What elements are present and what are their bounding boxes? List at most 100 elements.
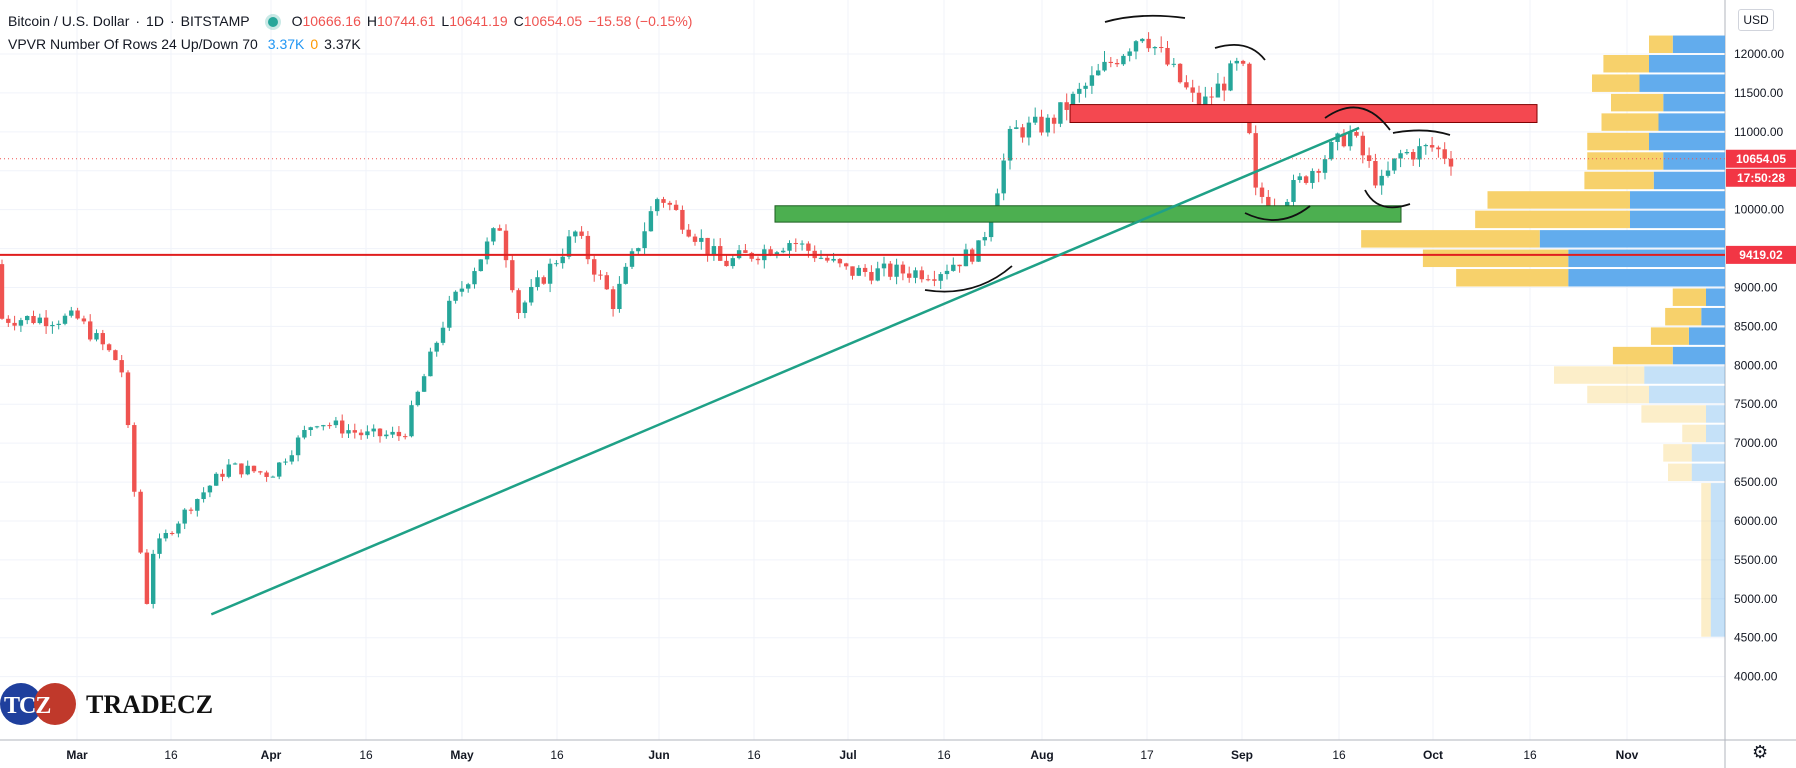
candle-down xyxy=(825,257,830,261)
close-label: C xyxy=(513,13,524,29)
candle-up xyxy=(484,241,490,260)
candle-up xyxy=(1171,63,1176,65)
candle-down xyxy=(358,432,364,436)
time-axis-label: 16 xyxy=(550,748,564,762)
candle-up xyxy=(976,240,981,262)
indicator-value-down: 0 xyxy=(310,36,319,52)
candle-up xyxy=(781,250,786,253)
candle-up xyxy=(699,237,704,242)
exchange-label: BITSTAMP xyxy=(180,13,250,29)
candle-up xyxy=(302,430,307,438)
candle-down xyxy=(1259,187,1265,197)
candle-up xyxy=(1404,152,1410,154)
candle-up xyxy=(232,463,238,465)
vp-bar-down xyxy=(1603,55,1649,73)
candle-up xyxy=(428,351,433,377)
indicator-value-total: 3.37K xyxy=(324,36,361,52)
gear-icon[interactable]: ⚙ xyxy=(1752,742,1769,762)
vp-bar-up xyxy=(1649,385,1725,404)
logo-mark: TCZ xyxy=(0,680,80,730)
vp-bar-down xyxy=(1663,444,1692,462)
candle-up xyxy=(201,492,206,500)
vp-bar-up xyxy=(1539,230,1725,248)
vp-bar-down xyxy=(1682,424,1706,443)
price-axis-label: 4500.00 xyxy=(1734,631,1778,645)
freehand-arc xyxy=(1364,189,1411,209)
candle-down xyxy=(844,263,849,267)
open-value: 10666.16 xyxy=(302,13,361,29)
vp-bar-down xyxy=(1592,74,1640,92)
candle-down xyxy=(31,315,36,324)
price-axis-label: 12000.00 xyxy=(1734,47,1784,61)
candle-down xyxy=(169,533,175,535)
candle-up xyxy=(1379,175,1384,186)
candle-down xyxy=(1247,63,1252,134)
candle-up xyxy=(1083,85,1088,89)
price-badges: 10654.05 17:50:28 9419.02 xyxy=(1726,149,1796,264)
symbol-name[interactable]: Bitcoin / U.S. Dollar xyxy=(8,13,130,29)
candle-up xyxy=(289,455,294,462)
vp-bar-down xyxy=(1587,132,1649,151)
candle-up xyxy=(56,323,61,325)
time-axis[interactable]: Mar 16 Apr 16 May 16 Jun 16 Jul 16 Aug 17 Sep 16 Oct 16… xyxy=(66,748,1638,762)
high-label: H xyxy=(366,13,378,29)
candle-down xyxy=(862,267,868,272)
candle-down xyxy=(503,230,509,261)
change-value: −15.58 (−0.15%) xyxy=(588,13,693,29)
time-axis-label: 16 xyxy=(1523,748,1537,762)
indicator-name[interactable]: VPVR Number Of Rows 24 Up/Down 70 xyxy=(8,36,258,52)
candle-up xyxy=(453,291,458,301)
candle-up xyxy=(554,263,559,265)
price-axis[interactable]: 12000.00 11500.00 11000.00 10000.00 9000.00 8… xyxy=(1734,47,1784,684)
candle-up xyxy=(226,464,231,477)
candle-down xyxy=(718,246,723,261)
vp-bar-down xyxy=(1641,405,1706,423)
candle-up xyxy=(1398,153,1403,159)
candle-down xyxy=(1184,82,1189,88)
candle-down xyxy=(850,266,855,276)
candle-down xyxy=(661,199,666,203)
candle-up xyxy=(938,274,943,281)
vp-bar-down xyxy=(1487,191,1630,209)
candle-down xyxy=(592,259,597,275)
vp-bar-up xyxy=(1658,113,1725,131)
vp-bar-up xyxy=(1568,249,1725,268)
vp-bar-down xyxy=(1456,269,1569,287)
vp-bar-up xyxy=(1630,210,1725,229)
vp-bar-up xyxy=(1649,55,1725,73)
candle-up xyxy=(1058,102,1063,124)
candle-down xyxy=(403,436,408,438)
countdown-badge: 17:50:28 xyxy=(1737,171,1785,185)
candle-down xyxy=(1177,63,1183,83)
candle-up xyxy=(1215,83,1221,98)
vp-bar-down xyxy=(1361,230,1540,248)
candle-up xyxy=(1152,47,1158,49)
candle-down xyxy=(919,270,924,280)
candle-up xyxy=(434,342,439,352)
candle-up xyxy=(560,256,565,264)
currency-button[interactable]: USD xyxy=(1738,9,1774,31)
candle-up xyxy=(529,286,534,303)
candle-down xyxy=(251,465,257,472)
candle-down xyxy=(869,271,874,281)
candle-up xyxy=(214,473,219,486)
support-zone xyxy=(774,205,1402,223)
vp-bar-up xyxy=(1691,463,1725,482)
price-axis-label: 11500.00 xyxy=(1734,86,1783,100)
candle-up xyxy=(1033,116,1038,123)
vp-bar-up xyxy=(1568,269,1725,287)
price-axis-label: 6000.00 xyxy=(1734,514,1778,528)
interval-label[interactable]: 1D xyxy=(146,13,164,29)
legend-separator: · xyxy=(135,13,141,29)
time-axis-label: 16 xyxy=(359,748,373,762)
vp-bar-up xyxy=(1701,307,1725,326)
candle-down xyxy=(1039,116,1044,133)
market-status-icon xyxy=(267,16,278,27)
vp-bar-down xyxy=(1665,307,1702,326)
candle-down xyxy=(497,228,502,231)
candle-down xyxy=(327,425,332,427)
candle-up xyxy=(62,315,68,324)
candle-up xyxy=(648,211,654,232)
candle-down xyxy=(106,344,112,351)
